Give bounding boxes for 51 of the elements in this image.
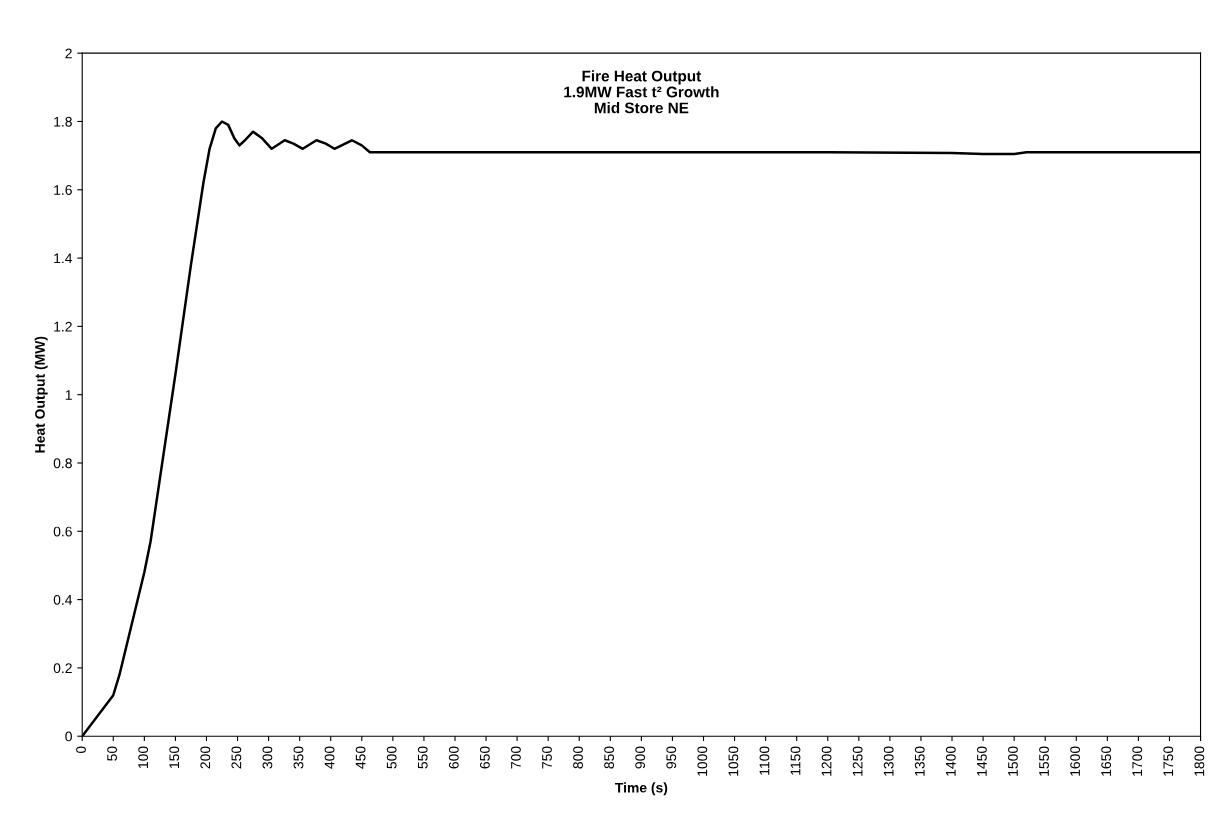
x-tick-label: 700 [511,746,521,769]
x-tick-label: 1100 [759,746,770,775]
x-tick-label: 850 [604,746,615,769]
x-tick-label: 50 [107,746,117,761]
x-tick-label: 100 [138,746,149,769]
y-axis-title: Heat Output (MW) [34,336,48,453]
y-tick-label: 0.2 [53,663,72,674]
x-tick-label: 1550 [1039,746,1049,776]
y-tick-label: 0.6 [53,526,72,537]
y-tick-label: 0.4 [53,594,73,605]
x-tick-label: 1000 [697,746,708,776]
x-tick-label: 1200 [821,746,832,776]
x-tick-label: 1050 [728,746,739,776]
x-tick-label: 900 [635,746,646,769]
x-tick-label: 1700 [1132,746,1143,776]
x-axis-title: Time (s) [615,782,668,796]
x-tick-label: 600 [448,746,459,769]
x-tick-label: 500 [386,746,397,769]
y-tick-label: 1.4 [54,253,73,264]
x-tick-label: 200 [200,746,211,769]
x-tick-label: 800 [573,746,583,769]
x-tick-label: 1750 [1163,746,1174,776]
x-tick-label: 1600 [1070,746,1081,776]
y-tick-label: 1.8 [54,116,72,127]
x-tick-label: 1500 [1008,746,1018,776]
x-tick-label: 650 [479,746,490,769]
y-tick-label: 1.6 [54,185,72,195]
y-tick-label: 2 [65,48,72,59]
x-tick-label: 950 [666,746,677,769]
x-tick-label: 1150 [790,746,801,775]
x-tick-label: 1450 [976,746,987,776]
x-tick-label: 1400 [945,746,956,776]
y-tick-label: 1 [65,390,72,400]
x-tick-label: 250 [231,746,242,769]
x-tick-label: 750 [542,746,552,769]
x-tick-label: 550 [417,746,428,769]
y-tick-label: 0.8 [53,458,72,469]
x-tick-label: 400 [324,746,335,769]
x-tick-label: 350 [293,746,304,769]
x-tick-label: 300 [262,746,273,769]
x-tick-label: 1300 [883,746,894,776]
x-tick-label: 1350 [914,746,925,776]
x-tick-label: 1250 [852,746,863,776]
y-tick-label: 1.2 [54,321,72,332]
x-tick-label: 1800 [1194,746,1205,776]
text: Fire Heat Output 1.9MW Fast t² Growth Mid Store NE [564,70,719,114]
x-tick-label: 0 [76,746,86,754]
x-tick-label: 1650 [1101,746,1112,776]
x-tick-label: 150 [169,746,180,769]
y-tick-label: 0 [65,731,72,742]
x-tick-label: 450 [355,746,366,769]
